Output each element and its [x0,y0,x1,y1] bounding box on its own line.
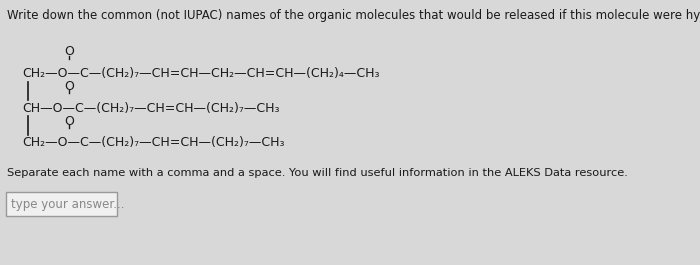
Text: CH—O—C—(CH₂)₇—CH=CH—(CH₂)₇—CH₃: CH—O—C—(CH₂)₇—CH=CH—(CH₂)₇—CH₃ [22,102,280,115]
Text: Write down the common (not IUPAC) names of the organic molecules that would be r: Write down the common (not IUPAC) names … [7,9,700,22]
FancyBboxPatch shape [6,192,117,216]
Text: O: O [64,80,74,93]
Text: O: O [64,45,74,58]
Text: CH₂—O—C—(CH₂)₇—CH=CH—CH₂—CH=CH—(CH₂)₄—CH₃: CH₂—O—C—(CH₂)₇—CH=CH—CH₂—CH=CH—(CH₂)₄—CH… [22,67,379,80]
Text: O: O [64,115,74,128]
Text: CH₂—O—C—(CH₂)₇—CH=CH—(CH₂)₇—CH₃: CH₂—O—C—(CH₂)₇—CH=CH—(CH₂)₇—CH₃ [22,136,285,149]
Text: Separate each name with a comma and a space. You will find useful information in: Separate each name with a comma and a sp… [7,167,628,178]
Text: type your answer...: type your answer... [11,198,125,211]
